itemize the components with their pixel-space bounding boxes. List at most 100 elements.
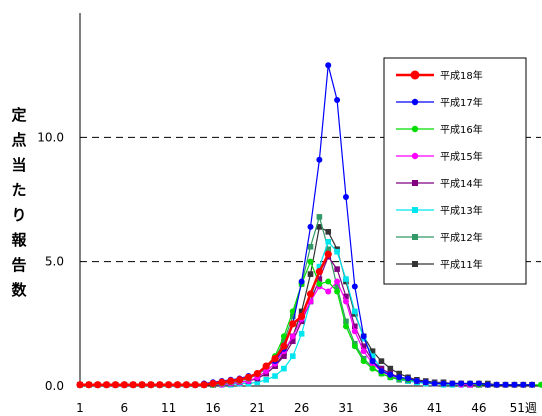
data-point [449, 380, 456, 387]
legend-label: 平成17年 [440, 96, 483, 109]
data-point [280, 342, 288, 350]
x-tick-label: 51週 [510, 401, 537, 415]
data-point [325, 246, 332, 253]
x-tick-label: 31 [338, 401, 353, 415]
data-point [156, 381, 164, 389]
data-point [298, 278, 305, 285]
y-tick-label: 0.0 [45, 379, 64, 393]
data-point [369, 353, 376, 359]
x-tick-labels: 1 6 11 16 21 26 31 36 41 46 51週 [76, 401, 537, 415]
legend-marker [412, 261, 418, 267]
legend-marker [411, 98, 419, 106]
data-point [253, 369, 261, 378]
data-point [218, 378, 226, 386]
data-point [360, 333, 367, 340]
data-point [263, 368, 270, 375]
data-point [351, 343, 358, 350]
data-point [138, 381, 146, 389]
data-point [325, 62, 332, 69]
data-point [307, 243, 314, 250]
data-point [502, 381, 509, 388]
x-tick-label: 16 [205, 401, 220, 415]
data-point [334, 288, 341, 295]
legend-entry: 平成16年 [396, 123, 483, 136]
x-tick-label: 11 [161, 401, 176, 415]
series-平成18年 [76, 250, 332, 389]
data-point [289, 353, 296, 359]
data-point [298, 330, 305, 337]
data-point [369, 348, 376, 354]
data-point [262, 362, 270, 370]
data-point [102, 381, 111, 389]
data-point [289, 338, 296, 345]
data-point [254, 379, 261, 386]
x-tick-label: 6 [121, 401, 129, 415]
data-point [209, 379, 217, 388]
data-point [316, 224, 323, 230]
data-point [325, 238, 332, 245]
data-point [334, 278, 341, 285]
data-point [342, 298, 349, 305]
data-point [334, 97, 341, 104]
data-point [120, 381, 128, 389]
data-point [325, 278, 332, 285]
y-tick-label: 5.0 [45, 255, 64, 269]
legend-marker [412, 234, 418, 240]
data-point [289, 320, 297, 328]
y-tick-labels: 0.0 5.0 10.0 [37, 130, 64, 393]
data-point [94, 381, 102, 389]
data-point [378, 368, 385, 375]
data-point [360, 358, 367, 365]
data-point [263, 376, 269, 383]
legend-label: 平成14年 [440, 177, 483, 190]
data-point [298, 312, 306, 320]
legend-marker [411, 152, 419, 160]
data-point [467, 380, 474, 387]
data-point [298, 308, 305, 315]
data-point [227, 377, 235, 385]
data-point [281, 365, 287, 372]
data-point [307, 271, 314, 277]
data-point [281, 338, 287, 345]
legend-label: 平成11年 [440, 258, 483, 271]
legend-label: 平成16年 [440, 123, 483, 136]
data-point [387, 371, 394, 378]
data-point [281, 353, 287, 359]
legend-entry: 平成18年 [396, 69, 483, 82]
data-point [378, 358, 385, 364]
legend-entry: 平成13年 [396, 204, 483, 217]
data-point [343, 318, 349, 325]
y-axis-label-char: た [11, 181, 26, 199]
data-point [369, 365, 376, 372]
legend-marker [410, 70, 420, 80]
data-point [431, 380, 438, 387]
data-point [325, 229, 332, 235]
data-point [289, 313, 296, 320]
series-group [76, 62, 542, 389]
data-point [182, 381, 190, 389]
legend-label: 平成13年 [440, 204, 483, 217]
data-point [85, 381, 93, 389]
y-axis-label-char: 当 [11, 156, 26, 174]
legend-entry: 平成17年 [396, 96, 483, 109]
data-point [235, 376, 244, 384]
x-tick-label: 46 [471, 401, 486, 415]
data-point [529, 381, 536, 388]
y-axis-label-char: 報 [11, 231, 27, 249]
legend-marker [412, 180, 418, 186]
data-point [352, 308, 358, 315]
data-point [511, 381, 518, 388]
data-point [520, 381, 527, 388]
data-point [316, 276, 323, 282]
data-point [244, 373, 253, 381]
legend-box [383, 57, 527, 285]
data-point [173, 381, 182, 389]
y-axis-label-char: り [11, 206, 26, 224]
data-point [334, 266, 340, 272]
data-point [413, 378, 420, 385]
x-tick-label: 41 [427, 401, 442, 415]
data-point [191, 381, 199, 389]
data-point [325, 288, 332, 295]
